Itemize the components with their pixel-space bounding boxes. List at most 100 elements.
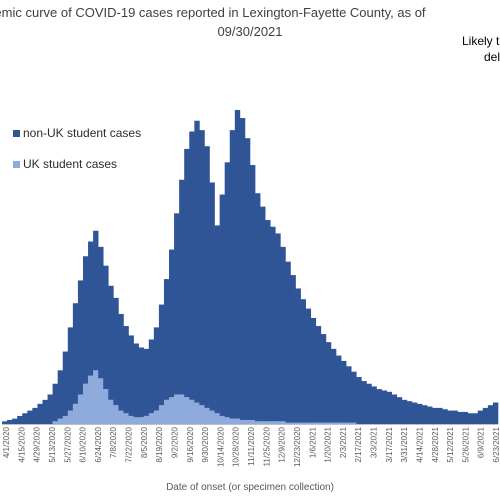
bar-uk-student xyxy=(229,418,236,424)
x-tick-label: 4/14/2021 xyxy=(415,426,424,462)
x-tick-label: 4/28/2021 xyxy=(431,426,440,462)
bar-uk-student xyxy=(234,418,241,424)
bar-non-uk-student xyxy=(103,265,109,390)
bar-non-uk-student xyxy=(472,413,479,424)
bar-uk-student xyxy=(62,415,69,424)
x-tick-label: 12/9/2020 xyxy=(278,426,287,462)
bar-non-uk-student xyxy=(265,220,271,422)
bar-uk-student xyxy=(275,421,281,424)
bar-non-uk-student xyxy=(351,371,357,423)
bar-non-uk-student xyxy=(417,403,423,424)
bar-uk-student xyxy=(128,415,134,424)
x-tick-label: 4/1/2020 xyxy=(2,426,11,458)
x-tick-label: 6/9/2021 xyxy=(477,426,486,458)
bar-non-uk-student xyxy=(199,130,205,406)
bar-non-uk-student xyxy=(219,194,225,416)
bar-uk-student xyxy=(148,413,155,424)
x-tick-label: 9/2/2020 xyxy=(170,426,179,458)
bar-non-uk-student xyxy=(341,360,347,423)
annotation-note-line2: del xyxy=(484,50,500,64)
bar-non-uk-student xyxy=(148,339,155,414)
bar-non-uk-student xyxy=(376,389,382,424)
bar-non-uk-student xyxy=(305,308,312,423)
bar-non-uk-student xyxy=(62,351,69,416)
bar-uk-student xyxy=(108,399,114,424)
bar-non-uk-student xyxy=(209,182,215,411)
bar-uk-student xyxy=(123,413,129,424)
bar-non-uk-student xyxy=(477,410,484,424)
bar-uk-student xyxy=(305,422,312,424)
bar-uk-student xyxy=(219,415,225,424)
bar-non-uk-student xyxy=(336,355,342,423)
bar-non-uk-student xyxy=(482,407,489,424)
bar-non-uk-student xyxy=(113,297,119,406)
bar-non-uk-student xyxy=(411,402,418,424)
bar-uk-student xyxy=(224,417,231,424)
bar-non-uk-student xyxy=(371,386,377,424)
bar-non-uk-student xyxy=(290,275,296,423)
x-tick-label: 11/25/2020 xyxy=(262,426,271,466)
bar-uk-student xyxy=(270,421,276,424)
bar-non-uk-student xyxy=(396,397,403,424)
bar-non-uk-student xyxy=(194,120,200,403)
bar-non-uk-student xyxy=(386,391,393,424)
bar-non-uk-student xyxy=(169,249,175,398)
x-tick-label: 5/26/2021 xyxy=(461,426,470,462)
bar-non-uk-student xyxy=(128,335,134,416)
bar-non-uk-student xyxy=(37,403,43,424)
bar-uk-student xyxy=(250,419,256,424)
bar-non-uk-student xyxy=(255,193,261,422)
legend-item-uk: UK student cases xyxy=(13,157,117,171)
bar-non-uk-student xyxy=(356,377,362,424)
bar-non-uk-student xyxy=(93,230,99,371)
bar-non-uk-student xyxy=(447,410,453,424)
bar-non-uk-student xyxy=(42,399,48,424)
bar-non-uk-student xyxy=(123,326,129,414)
bar-uk-student xyxy=(174,394,180,424)
bar-non-uk-student xyxy=(17,415,23,424)
bar-uk-student xyxy=(103,389,109,424)
bar-non-uk-student xyxy=(239,118,246,420)
bar-uk-student xyxy=(98,378,104,424)
bar-non-uk-student xyxy=(163,279,170,400)
bar-non-uk-student xyxy=(98,246,104,379)
bar-non-uk-student xyxy=(452,410,458,424)
x-tick-label: 2/3/2021 xyxy=(339,426,348,458)
bar-uk-student xyxy=(351,422,357,424)
bar-non-uk-student xyxy=(320,334,327,423)
bar-non-uk-student xyxy=(250,165,256,420)
x-tick-label: 3/31/2021 xyxy=(400,426,409,462)
bar-uk-student xyxy=(67,410,74,424)
x-tick-label: 5/13/2020 xyxy=(48,426,57,462)
bar-non-uk-student xyxy=(275,233,281,422)
bar-non-uk-student xyxy=(280,246,286,422)
x-tick-label: 8/5/2020 xyxy=(140,426,149,458)
x-tick-label: 9/16/2020 xyxy=(186,426,195,462)
annotation-note-line1: Likely t xyxy=(462,34,500,48)
x-tick-label: 5/27/2020 xyxy=(63,426,72,462)
x-tick-label: 3/3/2021 xyxy=(370,426,379,458)
bar-uk-student xyxy=(255,421,261,424)
bar-uk-student xyxy=(260,421,266,424)
bar-uk-student xyxy=(214,413,220,424)
bar-uk-student xyxy=(184,397,190,424)
bar-uk-student xyxy=(153,410,160,424)
bar-uk-student xyxy=(280,421,286,424)
x-tick-label: 7/8/2020 xyxy=(109,426,118,458)
x-tick-label: 9/30/2020 xyxy=(201,426,210,462)
bar-uk-student xyxy=(77,394,84,424)
bar-non-uk-student xyxy=(391,394,398,424)
bar-non-uk-student xyxy=(244,138,251,420)
x-tick-label: 4/29/2020 xyxy=(33,426,42,462)
x-tick-label: 11/11/2020 xyxy=(247,426,256,465)
x-tick-label: 6/24/2020 xyxy=(94,426,103,462)
x-tick-label: 5/12/2021 xyxy=(446,426,455,462)
bar-non-uk-student xyxy=(72,303,79,404)
bar-non-uk-student xyxy=(12,418,18,424)
bar-non-uk-student xyxy=(487,405,494,424)
bar-non-uk-student xyxy=(260,206,266,422)
x-tick-label: 6/23/2021 xyxy=(492,426,500,462)
bar-uk-student xyxy=(336,422,342,424)
bar-uk-student xyxy=(290,422,296,424)
